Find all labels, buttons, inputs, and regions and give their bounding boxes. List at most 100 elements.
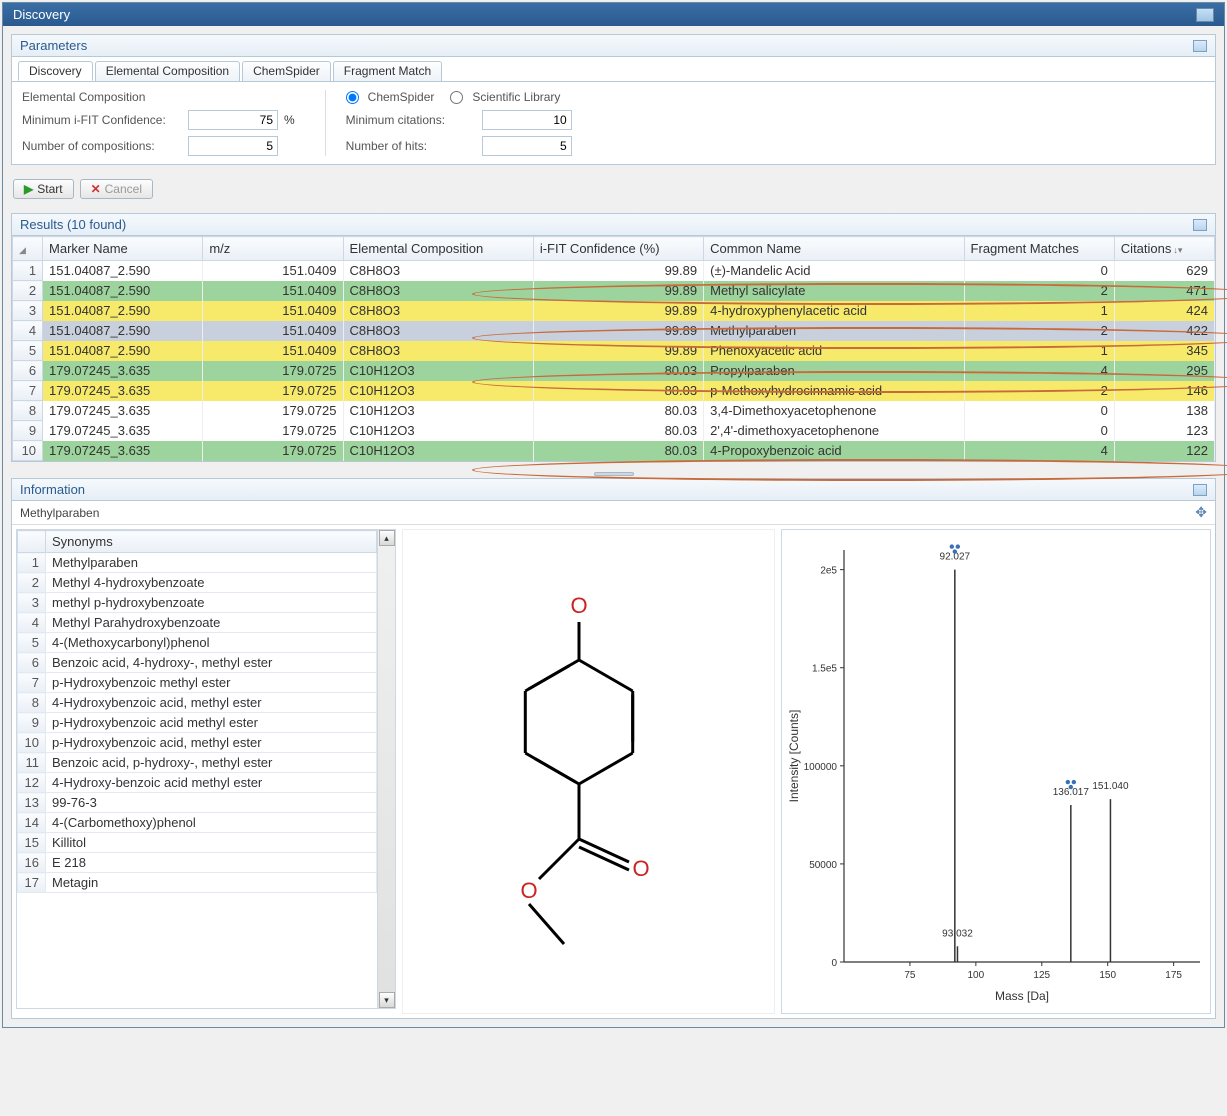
list-item[interactable]: 1Methylparaben (18, 553, 377, 573)
parameters-header[interactable]: Parameters (12, 35, 1215, 57)
structure-pane: OOO (402, 529, 775, 1014)
results-header[interactable]: Results (10 found) (12, 214, 1215, 236)
synonyms-rownum-header (18, 531, 46, 553)
scientific-library-radio[interactable] (450, 91, 463, 104)
svg-text:O: O (520, 877, 537, 902)
row-number: 17 (18, 873, 46, 893)
column-header[interactable]: Citations↓▾ (1114, 237, 1214, 261)
list-item[interactable]: 7p-Hydroxybenzoic methyl ester (18, 673, 377, 693)
list-item[interactable]: 15Killitol (18, 833, 377, 853)
table-row[interactable]: 6179.07245_3.635179.0725C10H12O380.03Pro… (13, 361, 1215, 381)
table-row[interactable]: 8179.07245_3.635179.0725C10H12O380.033,4… (13, 401, 1215, 421)
list-item[interactable]: 144-(Carbomethoxy)phenol (18, 813, 377, 833)
start-button[interactable]: ▶ Start (13, 179, 74, 199)
tab-fragment-match[interactable]: Fragment Match (333, 61, 442, 81)
table-row[interactable]: 7179.07245_3.635179.0725C10H12O380.03p-M… (13, 381, 1215, 401)
cell-ifit: 99.89 (533, 341, 703, 361)
table-row[interactable]: 3151.04087_2.590151.0409C8H8O399.894-hyd… (13, 301, 1215, 321)
compound-name: Methylparaben (20, 506, 99, 520)
parameter-tabs: DiscoveryElemental CompositionChemSpider… (12, 57, 1215, 81)
splitter[interactable] (3, 470, 1224, 478)
table-row[interactable]: 5151.04087_2.590151.0409C8H8O399.89Pheno… (13, 341, 1215, 361)
cell-common-name: 2',4'-dimethoxyacetophenone (704, 421, 964, 441)
parameters-title: Parameters (20, 38, 87, 53)
table-row[interactable]: 9179.07245_3.635179.0725C10H12O380.032',… (13, 421, 1215, 441)
window-title: Discovery (13, 7, 70, 22)
list-item[interactable]: 17Metagin (18, 873, 377, 893)
column-header[interactable]: Fragment Matches (964, 237, 1114, 261)
column-header[interactable]: i-FIT Confidence (%) (533, 237, 703, 261)
move-icon[interactable]: ✥ (1195, 504, 1207, 521)
table-row[interactable]: 1151.04087_2.590151.0409C8H8O399.89(±)-M… (13, 261, 1215, 281)
row-number: 11 (18, 753, 46, 773)
splitter-handle-icon (594, 472, 634, 476)
ifit-input[interactable] (188, 110, 278, 130)
cell-mz: 151.0409 (203, 261, 343, 281)
window-titlebar[interactable]: Discovery (3, 3, 1224, 26)
list-item[interactable]: 124-Hydroxy-benzoic acid methyl ester (18, 773, 377, 793)
list-item[interactable]: 16E 218 (18, 853, 377, 873)
column-header[interactable]: ◢ (13, 237, 43, 261)
list-item[interactable]: 84-Hydroxybenzoic acid, methyl ester (18, 693, 377, 713)
cell-ec: C10H12O3 (343, 401, 533, 421)
column-header[interactable]: Marker Name (43, 237, 203, 261)
list-item[interactable]: 1399-76-3 (18, 793, 377, 813)
collapse-icon[interactable] (1193, 219, 1207, 231)
list-item[interactable]: 2Methyl 4-hydroxybenzoate (18, 573, 377, 593)
list-item[interactable]: 3methyl p-hydroxybenzoate (18, 593, 377, 613)
cell-marker: 179.07245_3.635 (43, 441, 203, 461)
row-number: 12 (18, 773, 46, 793)
results-table-wrap: ◢Marker Namem/zElemental Compositioni-FI… (12, 236, 1215, 461)
cell-marker: 179.07245_3.635 (43, 381, 203, 401)
table-row[interactable]: 4151.04087_2.590151.0409C8H8O399.89Methy… (13, 321, 1215, 341)
cell-ifit: 80.03 (533, 361, 703, 381)
scroll-down-icon[interactable]: ▾ (379, 992, 395, 1008)
synonyms-header[interactable]: Synonyms (46, 531, 377, 553)
mincit-input[interactable] (482, 110, 572, 130)
row-number: 4 (18, 613, 46, 633)
window-restore-icon[interactable] (1196, 8, 1214, 22)
column-header[interactable]: m/z (203, 237, 343, 261)
tab-chemspider[interactable]: ChemSpider (242, 61, 331, 81)
list-item[interactable]: 11Benzoic acid, p-hydroxy-, methyl ester (18, 753, 377, 773)
information-header[interactable]: Information (12, 479, 1215, 501)
cell-citations: 122 (1114, 441, 1214, 461)
nhits-input[interactable] (482, 136, 572, 156)
synonyms-scrollbar[interactable]: ▴ ▾ (377, 530, 395, 1008)
cell-fragments: 0 (964, 401, 1114, 421)
synonym-text: 4-(Methoxycarbonyl)phenol (46, 633, 377, 653)
collapse-icon[interactable] (1193, 40, 1207, 52)
list-item[interactable]: 9p-Hydroxybenzoic acid methyl ester (18, 713, 377, 733)
synonyms-pane: Synonyms 1Methylparaben2Methyl 4-hydroxy… (16, 529, 396, 1009)
cell-ec: C8H8O3 (343, 341, 533, 361)
synonym-text: 99-76-3 (46, 793, 377, 813)
cell-citations: 146 (1114, 381, 1214, 401)
scroll-up-icon[interactable]: ▴ (379, 530, 395, 546)
list-item[interactable]: 4Methyl Parahydroxybenzoate (18, 613, 377, 633)
table-row[interactable]: 2151.04087_2.590151.0409C8H8O399.89Methy… (13, 281, 1215, 301)
cell-common-name: Methylparaben (704, 321, 964, 341)
row-number: 2 (13, 281, 43, 301)
list-item[interactable]: 10p-Hydroxybenzoic acid, methyl ester (18, 733, 377, 753)
tab-elemental-composition[interactable]: Elemental Composition (95, 61, 240, 81)
synonym-text: 4-(Carbomethoxy)phenol (46, 813, 377, 833)
synonym-text: E 218 (46, 853, 377, 873)
column-header[interactable]: Elemental Composition (343, 237, 533, 261)
list-item[interactable]: 54-(Methoxycarbonyl)phenol (18, 633, 377, 653)
cell-mz: 179.0725 (203, 361, 343, 381)
list-item[interactable]: 6Benzoic acid, 4-hydroxy-, methyl ester (18, 653, 377, 673)
parameters-panel: Parameters DiscoveryElemental Compositio… (11, 34, 1216, 165)
row-number: 5 (18, 633, 46, 653)
column-header[interactable]: Common Name (704, 237, 964, 261)
tab-discovery[interactable]: Discovery (18, 61, 93, 81)
results-panel: Results (10 found) ◢Marker Namem/zElemen… (11, 213, 1216, 462)
collapse-icon[interactable] (1193, 484, 1207, 496)
chemspider-radio[interactable] (346, 91, 359, 104)
cancel-button[interactable]: ✕ Cancel (80, 179, 153, 199)
svg-text:Intensity [Counts]: Intensity [Counts] (787, 710, 801, 803)
spectrum-svg: 0500001000001.5e52e575100125150175Mass [… (782, 530, 1212, 1010)
table-row[interactable]: 10179.07245_3.635179.0725C10H12O380.034-… (13, 441, 1215, 461)
ncomp-input[interactable] (188, 136, 278, 156)
row-number: 2 (18, 573, 46, 593)
cell-mz: 179.0725 (203, 401, 343, 421)
